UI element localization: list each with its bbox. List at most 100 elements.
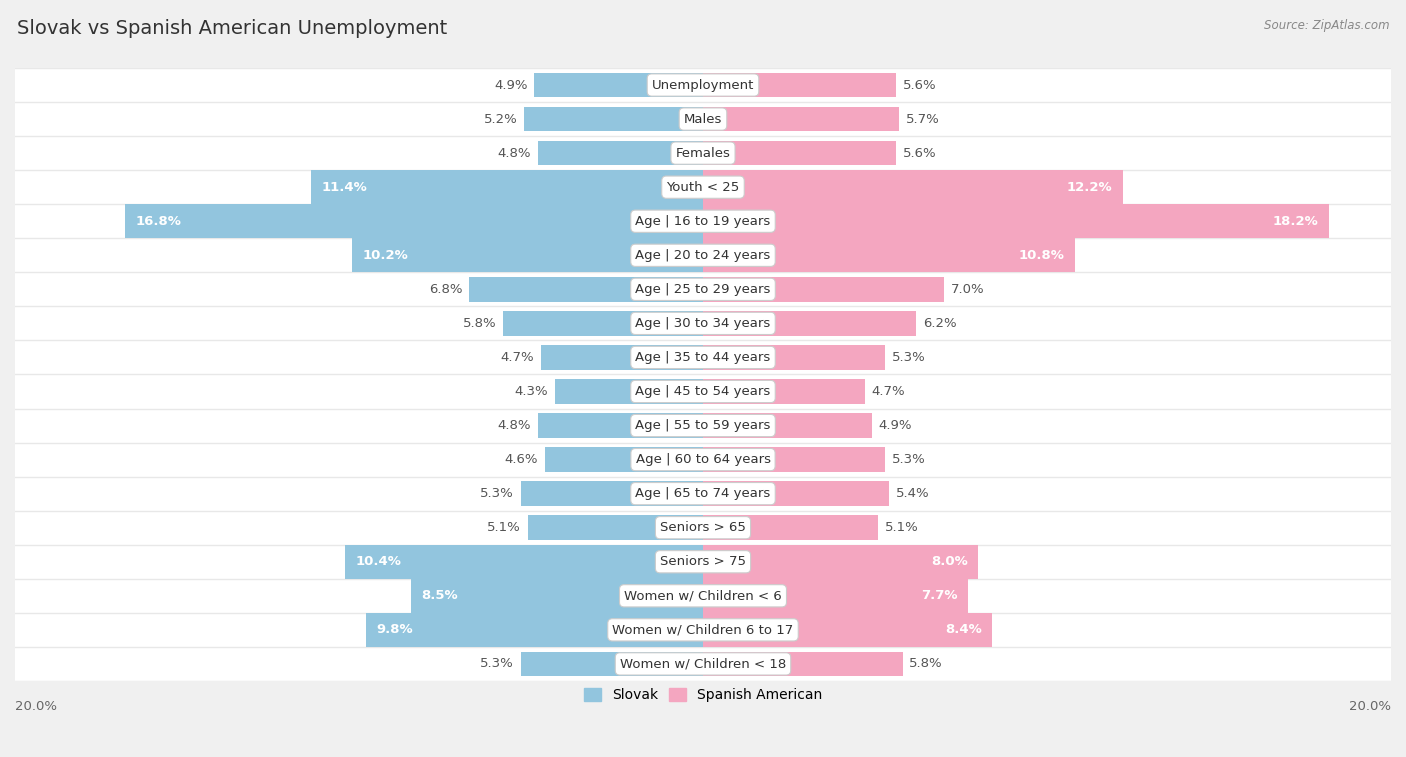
Text: Age | 45 to 54 years: Age | 45 to 54 years [636, 385, 770, 398]
Bar [703, 311, 917, 335]
Text: 10.4%: 10.4% [356, 555, 402, 569]
Text: Age | 25 to 29 years: Age | 25 to 29 years [636, 283, 770, 296]
Text: Age | 20 to 24 years: Age | 20 to 24 years [636, 249, 770, 262]
Bar [15, 238, 1391, 273]
Bar [15, 511, 1391, 545]
Text: Age | 55 to 59 years: Age | 55 to 59 years [636, 419, 770, 432]
Text: 5.1%: 5.1% [486, 522, 520, 534]
Text: 16.8%: 16.8% [135, 215, 181, 228]
Bar [15, 170, 1391, 204]
Bar [703, 516, 879, 540]
Text: 6.8%: 6.8% [429, 283, 463, 296]
Text: Youth < 25: Youth < 25 [666, 181, 740, 194]
Bar [703, 170, 1122, 204]
Text: 5.2%: 5.2% [484, 113, 517, 126]
Text: 7.0%: 7.0% [950, 283, 984, 296]
Text: 5.7%: 5.7% [905, 113, 939, 126]
Bar [703, 579, 967, 613]
Bar [15, 273, 1391, 307]
Text: 4.8%: 4.8% [498, 147, 531, 160]
Text: Women w/ Children < 6: Women w/ Children < 6 [624, 589, 782, 603]
Bar [555, 379, 703, 403]
Bar [703, 238, 1074, 273]
Bar [311, 170, 703, 204]
Bar [15, 613, 1391, 647]
Text: Age | 35 to 44 years: Age | 35 to 44 years [636, 351, 770, 364]
Bar [15, 409, 1391, 443]
Text: 12.2%: 12.2% [1067, 181, 1112, 194]
Text: 11.4%: 11.4% [321, 181, 367, 194]
Text: Age | 65 to 74 years: Age | 65 to 74 years [636, 488, 770, 500]
Text: Seniors > 65: Seniors > 65 [659, 522, 747, 534]
Text: Age | 16 to 19 years: Age | 16 to 19 years [636, 215, 770, 228]
Bar [703, 545, 979, 579]
Text: 5.3%: 5.3% [893, 351, 927, 364]
Bar [534, 73, 703, 98]
Bar [346, 545, 703, 579]
Text: 5.4%: 5.4% [896, 488, 929, 500]
Bar [15, 443, 1391, 477]
Bar [703, 204, 1329, 238]
Bar [15, 375, 1391, 409]
Text: 20.0%: 20.0% [15, 700, 58, 713]
Bar [703, 613, 993, 647]
Bar [366, 613, 703, 647]
Text: 8.0%: 8.0% [931, 555, 967, 569]
Text: 4.3%: 4.3% [515, 385, 548, 398]
Text: 5.3%: 5.3% [893, 453, 927, 466]
Text: 10.2%: 10.2% [363, 249, 408, 262]
Bar [703, 481, 889, 506]
Bar [125, 204, 703, 238]
Text: 4.9%: 4.9% [494, 79, 527, 92]
Text: 5.8%: 5.8% [910, 657, 943, 671]
Bar [520, 481, 703, 506]
Text: 4.7%: 4.7% [501, 351, 534, 364]
Text: Source: ZipAtlas.com: Source: ZipAtlas.com [1264, 19, 1389, 32]
Bar [15, 647, 1391, 681]
Text: 20.0%: 20.0% [1348, 700, 1391, 713]
Bar [15, 341, 1391, 375]
Text: 8.5%: 8.5% [420, 589, 457, 603]
Bar [703, 73, 896, 98]
Text: 4.7%: 4.7% [872, 385, 905, 398]
Text: 5.3%: 5.3% [479, 657, 513, 671]
Text: Males: Males [683, 113, 723, 126]
Bar [703, 379, 865, 403]
Text: Women w/ Children < 18: Women w/ Children < 18 [620, 657, 786, 671]
Text: Women w/ Children 6 to 17: Women w/ Children 6 to 17 [613, 623, 793, 637]
Bar [15, 102, 1391, 136]
Text: 8.4%: 8.4% [945, 623, 981, 637]
Text: 4.6%: 4.6% [505, 453, 538, 466]
Text: 5.3%: 5.3% [479, 488, 513, 500]
Text: 6.2%: 6.2% [924, 317, 957, 330]
Bar [524, 107, 703, 131]
Bar [541, 345, 703, 369]
Text: 7.7%: 7.7% [921, 589, 957, 603]
Bar [15, 136, 1391, 170]
Legend: Slovak, Spanish American: Slovak, Spanish American [578, 683, 828, 708]
Bar [352, 238, 703, 273]
Bar [703, 413, 872, 438]
Text: 5.1%: 5.1% [886, 522, 920, 534]
Bar [15, 68, 1391, 102]
Text: Unemployment: Unemployment [652, 79, 754, 92]
Bar [503, 311, 703, 335]
Bar [703, 447, 886, 472]
Bar [411, 579, 703, 613]
Bar [703, 277, 943, 301]
Text: 5.6%: 5.6% [903, 79, 936, 92]
Text: 4.8%: 4.8% [498, 419, 531, 432]
Bar [520, 652, 703, 676]
Bar [15, 545, 1391, 579]
Bar [703, 345, 886, 369]
Bar [15, 579, 1391, 613]
Bar [703, 107, 898, 131]
Bar [703, 141, 896, 165]
Text: Slovak vs Spanish American Unemployment: Slovak vs Spanish American Unemployment [17, 19, 447, 38]
Bar [470, 277, 703, 301]
Text: Age | 30 to 34 years: Age | 30 to 34 years [636, 317, 770, 330]
Bar [527, 516, 703, 540]
Bar [15, 477, 1391, 511]
Text: 18.2%: 18.2% [1272, 215, 1319, 228]
Text: Seniors > 75: Seniors > 75 [659, 555, 747, 569]
